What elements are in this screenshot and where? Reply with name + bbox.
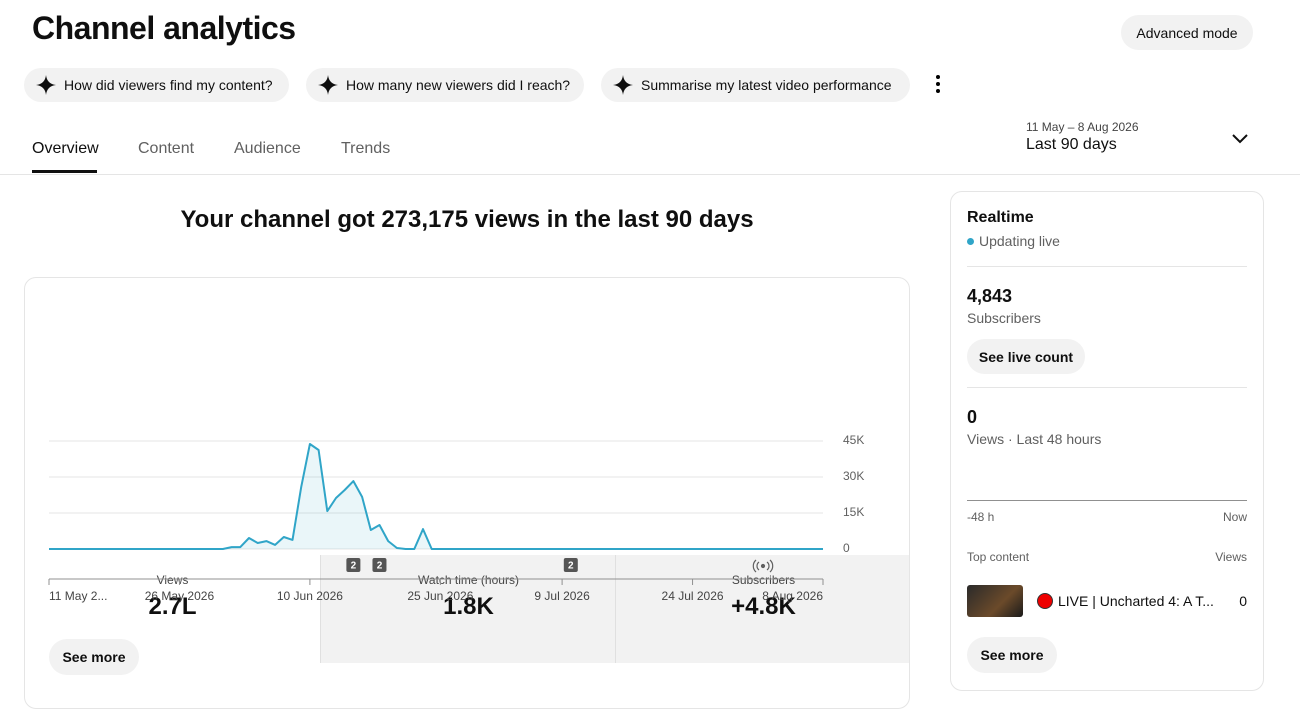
status: Updating live (979, 233, 1060, 249)
metric-tab[interactable]: Watch time (hours) 1.8K (320, 555, 616, 663)
x-tick-label: 9 Jul 2026 (534, 589, 590, 603)
x-tick-label: 24 Jul 2026 (662, 589, 724, 603)
suggestion-chip[interactable]: Summarise my latest video performance (601, 68, 910, 102)
metric-label: Watch time (hours) (418, 573, 519, 587)
date-period[interactable]: Last 90 days (1026, 136, 1117, 153)
metric-label: Subscribers (731, 573, 796, 587)
line (49, 443, 823, 550)
headline: Your channel got 273,175 views in the la… (180, 206, 754, 233)
annotation-badge (372, 558, 387, 572)
annotation: 2 (346, 558, 361, 572)
axis-end: Now (1222, 510, 1247, 524)
views-label: Views · Last 48 hours (967, 431, 1102, 447)
annotation: 2 (563, 558, 578, 572)
metric-value: 2.7L (148, 593, 197, 620)
content-title[interactable]: LIVE | Uncharted 4: A T... (1058, 593, 1214, 609)
metric-tab[interactable]: Subscribers +4.8K (615, 555, 909, 663)
chart-card: Views 2.7L Watch time (hours) 1.8K Subscri… (24, 277, 910, 709)
live-badge (1037, 593, 1053, 609)
see-more-button[interactable]: See more (967, 637, 1057, 673)
x-tick-label: 10 Jun 2026 (277, 589, 343, 603)
page: Channel analytics Advanced mode How did … (0, 10, 1300, 709)
chip-text: How did viewers find my content? (64, 77, 273, 93)
realtime-card (950, 191, 1264, 691)
annotation-text: 2 (568, 561, 574, 572)
advanced-mode-button[interactable]: Advanced mode (1121, 15, 1253, 50)
annotation: 2 (372, 558, 387, 572)
subscriber-count: 4,843 (967, 286, 1013, 306)
divider (0, 174, 1300, 175)
metric-value: 1.8K (443, 593, 494, 620)
live-icon (752, 559, 774, 573)
content-views: 0 (1239, 593, 1247, 609)
annotation-text: 2 (377, 561, 383, 572)
y-tick-label: 15K (843, 505, 864, 519)
x-tick-label: 11 May 2... (49, 589, 107, 603)
suggestion-chip[interactable]: How did viewers find my content? (24, 68, 289, 102)
line-area (49, 444, 823, 549)
tab-underline (32, 170, 97, 173)
realtime-axis (967, 500, 1247, 501)
divider (967, 266, 1247, 267)
views-column: Views (1215, 550, 1247, 564)
more-icon[interactable] (932, 73, 944, 95)
x-tick-label: 25 Jun 2026 (407, 589, 473, 603)
views-count: 0 (967, 407, 978, 427)
x-tick-label: 8 Aug 2026 (762, 589, 823, 603)
top-content-label: Top content (967, 550, 1030, 564)
chip-text: How many new viewers did I reach? (346, 77, 571, 93)
axis-start: -48 h (967, 510, 995, 524)
metric-value: +4.8K (731, 593, 796, 620)
date-range: 11 May – 8 Aug 2026 (1026, 120, 1139, 134)
x-tick-label: 26 May 2026 (145, 589, 215, 603)
chip-text: Summarise my latest video performance (641, 77, 892, 93)
live-count-button[interactable]: See live count (967, 339, 1085, 374)
dropdown-icon[interactable] (1231, 132, 1249, 146)
tab-active[interactable]: Overview (32, 140, 99, 157)
y-tick-label: 30K (843, 469, 864, 483)
page-title: Channel analytics (32, 10, 296, 46)
chart: 0 15K 30K 45K 11 May 2... 26 May 2026 10 Jun 2… (48, 433, 864, 603)
see-more-button[interactable]: See more (49, 639, 139, 675)
divider (967, 387, 1247, 388)
annotation-badge (346, 558, 361, 572)
metric-label: Views (156, 573, 189, 587)
tab[interactable]: Audience (234, 140, 301, 157)
live-dot (967, 238, 974, 245)
suggestion-chip[interactable]: How many new viewers did I reach? (306, 68, 584, 102)
tab[interactable]: Trends (341, 140, 391, 157)
thumbnail[interactable] (967, 585, 1023, 617)
realtime-title: Realtime (967, 209, 1034, 226)
subscriber-label: Subscribers (967, 310, 1041, 326)
tab[interactable]: Content (138, 140, 195, 157)
y-tick-label: 45K (843, 433, 864, 447)
annotation-badge (563, 558, 578, 572)
annotation-text: 2 (351, 561, 357, 572)
y-tick-label: 0 (843, 541, 850, 555)
